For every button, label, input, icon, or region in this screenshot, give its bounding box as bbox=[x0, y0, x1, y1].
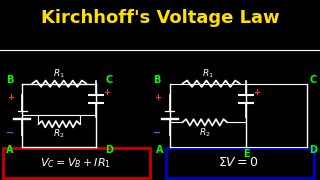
Text: B: B bbox=[153, 75, 161, 85]
Text: −: − bbox=[153, 128, 162, 138]
FancyBboxPatch shape bbox=[166, 148, 314, 178]
FancyBboxPatch shape bbox=[3, 148, 150, 178]
Text: A: A bbox=[156, 145, 164, 155]
Text: Kirchhoff's Voltage Law: Kirchhoff's Voltage Law bbox=[41, 9, 279, 27]
Text: +: + bbox=[253, 88, 260, 97]
Text: B: B bbox=[6, 75, 13, 85]
Text: C: C bbox=[310, 75, 317, 85]
Text: $\Sigma V = 0$: $\Sigma V = 0$ bbox=[218, 156, 259, 169]
Text: +: + bbox=[7, 93, 14, 102]
Text: +: + bbox=[154, 93, 161, 102]
Text: D: D bbox=[310, 145, 318, 155]
Text: E: E bbox=[243, 149, 250, 159]
Text: C: C bbox=[105, 75, 112, 85]
Text: $V_C = V_B + IR_1$: $V_C = V_B + IR_1$ bbox=[40, 156, 111, 170]
Text: −: − bbox=[6, 128, 14, 138]
Text: $R_2$: $R_2$ bbox=[53, 128, 65, 140]
Text: +: + bbox=[103, 88, 110, 97]
Text: $R_1$: $R_1$ bbox=[202, 68, 214, 80]
Text: D: D bbox=[105, 145, 113, 155]
Text: $R_2$: $R_2$ bbox=[199, 126, 211, 139]
Text: $R_1$: $R_1$ bbox=[53, 68, 65, 80]
Text: A: A bbox=[6, 145, 13, 155]
